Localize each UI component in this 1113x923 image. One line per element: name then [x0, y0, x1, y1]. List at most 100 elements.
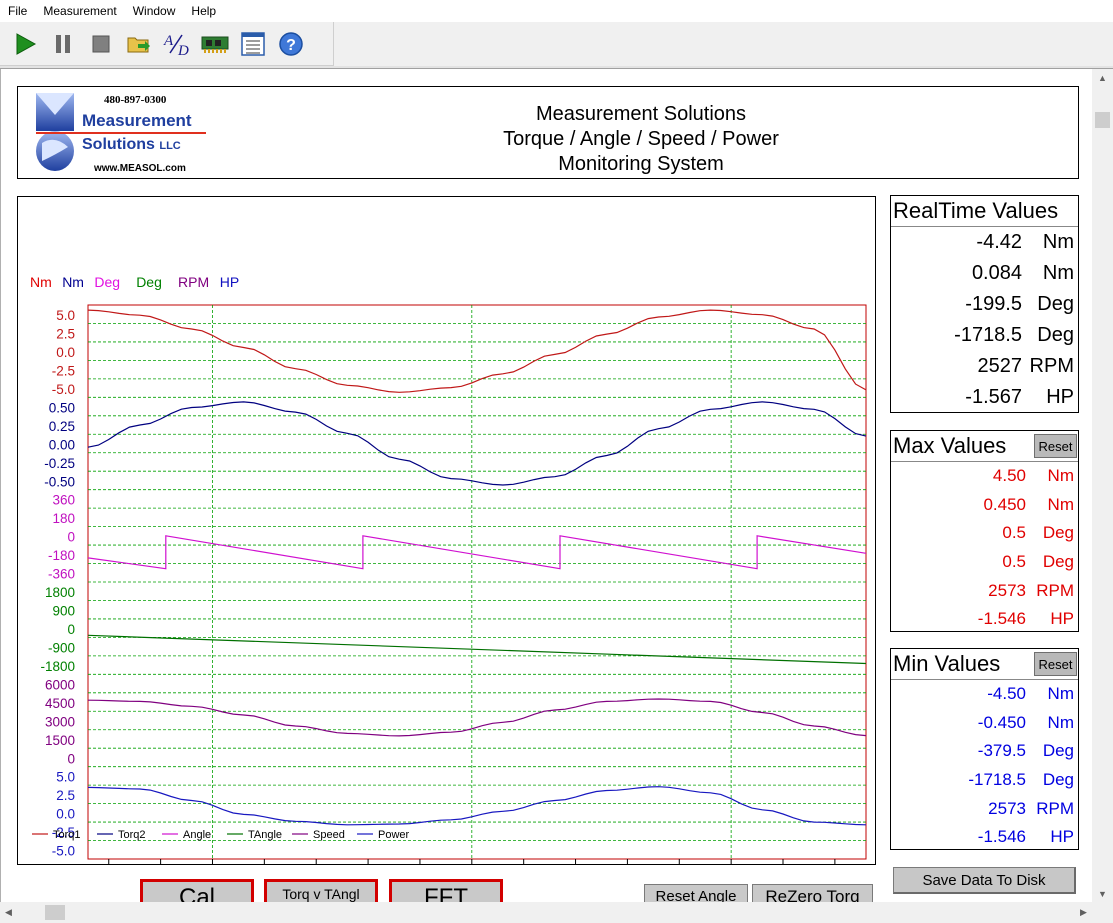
title-line-1: Measurement Solutions	[535, 103, 747, 125]
realtime-row: 0.084 Nm	[891, 258, 1078, 289]
max-unit: Deg	[1042, 552, 1074, 572]
menu-window[interactable]: Window	[132, 4, 176, 18]
max-value: 2573	[988, 580, 1026, 600]
rezero-torq-button[interactable]: ReZero Torq	[752, 884, 873, 902]
phone-number: 480-897-0300	[104, 94, 167, 106]
y-tick-label: -5.0	[52, 844, 75, 859]
max-values-header: Max Values Reset	[891, 431, 1078, 462]
y-tick-label: 6000	[45, 677, 75, 692]
min-row: -0.450 Nm	[891, 709, 1078, 738]
ad-label-d: D	[177, 43, 189, 57]
max-reset-button[interactable]: Reset	[1034, 434, 1077, 458]
y-tick-label: 360	[52, 493, 75, 508]
min-value: -379.5	[977, 741, 1026, 761]
y-tick-label: -180	[48, 548, 75, 563]
play-icon[interactable]	[8, 27, 42, 61]
min-unit: RPM	[1036, 798, 1074, 818]
main-panel: 480-897-0300 Measurement Solutions LLC w…	[0, 69, 1092, 902]
series-legend-label: Angle	[183, 829, 211, 841]
max-value: 0.450	[983, 494, 1026, 514]
realtime-row: -199.5 Deg	[891, 289, 1078, 320]
y-tick-label: 0	[67, 751, 75, 766]
cal-button[interactable]: Cal	[140, 879, 254, 902]
max-row: 0.450 Nm	[891, 491, 1078, 520]
company-name-line1: Measurement	[82, 111, 192, 130]
y-tick-label: -2.5	[52, 825, 75, 840]
reset-angle-button[interactable]: Reset Angle	[644, 884, 748, 902]
scrollbar-corner	[1092, 902, 1113, 923]
horizontal-scroll-thumb[interactable]	[45, 905, 65, 920]
min-reset-button[interactable]: Reset	[1034, 652, 1077, 676]
realtime-unit: Deg	[1037, 324, 1074, 346]
menu-help[interactable]: Help	[191, 4, 217, 18]
y-tick-label: 1500	[45, 733, 75, 748]
min-row: -1718.5 Deg	[891, 766, 1078, 795]
max-unit: Nm	[1047, 466, 1074, 486]
scroll-left-icon[interactable]: ◀	[5, 907, 12, 917]
list-view-icon[interactable]	[236, 27, 270, 61]
series-line-angle	[87, 535, 867, 570]
scroll-down-icon[interactable]: ▼	[1098, 888, 1107, 899]
horizontal-scrollbar[interactable]: ◀ ▶	[0, 902, 1092, 923]
min-row: -379.5 Deg	[891, 737, 1078, 766]
plot-area	[87, 304, 867, 860]
min-row: 2573 RPM	[891, 794, 1078, 823]
max-value: -1.546	[977, 609, 1026, 629]
menu-bar: File Measurement Window Help	[0, 0, 1113, 22]
realtime-value: -199.5	[965, 293, 1022, 315]
max-value: 0.5	[1002, 552, 1026, 572]
y-tick-label: 0.50	[49, 400, 75, 415]
y-tick-label: 0.00	[49, 437, 75, 452]
min-unit: HP	[1050, 827, 1074, 847]
realtime-value: -4.42	[976, 231, 1022, 253]
max-value: 0.5	[1002, 523, 1026, 543]
help-icon[interactable]: ?	[274, 27, 308, 61]
scroll-up-icon[interactable]: ▲	[1098, 72, 1107, 83]
save-data-button[interactable]: Save Data To Disk	[893, 867, 1076, 894]
y-tick-label: 2.5	[56, 327, 75, 342]
realtime-value: -1.567	[965, 386, 1022, 408]
ad-converter-icon[interactable]: A D	[160, 27, 194, 61]
min-value: -4.50	[987, 684, 1026, 704]
y-tick-label: -900	[48, 641, 75, 656]
help-glyph: ?	[286, 37, 296, 54]
min-values-header: Min Values Reset	[891, 649, 1078, 680]
series-legend-label: Torq1	[53, 829, 81, 841]
min-value: 2573	[988, 798, 1026, 818]
y-tick-label: 2.5	[56, 788, 75, 803]
open-folder-icon[interactable]	[122, 27, 156, 61]
realtime-unit: Deg	[1037, 293, 1074, 315]
realtime-values-label: RealTime Values	[893, 198, 1059, 223]
units-legend-item: HP	[220, 274, 239, 290]
y-tick-label: -0.25	[44, 456, 75, 471]
vertical-scroll-thumb[interactable]	[1095, 112, 1110, 128]
realtime-value: -1718.5	[954, 324, 1022, 346]
realtime-values-box: RealTime Values -4.42 Nm 0.084 Nm -199.5 Deg -…	[890, 195, 1079, 413]
daq-card-icon[interactable]	[198, 27, 232, 61]
torq-v-tangl-button[interactable]: Torq v TAngl	[264, 879, 378, 902]
series-legend-label: Torq2	[118, 829, 146, 841]
realtime-values-title: RealTime Values	[891, 196, 1078, 227]
fft-button[interactable]: FFT	[389, 879, 503, 902]
menu-file[interactable]: File	[8, 4, 28, 18]
y-tick-label: -360	[48, 567, 75, 582]
logo-divider	[36, 132, 206, 134]
vertical-scrollbar[interactable]: ▲ ▼	[1092, 69, 1113, 902]
series-line-power	[87, 786, 867, 826]
ad-label-a: A	[163, 33, 174, 49]
y-tick-label: 5.0	[56, 770, 75, 785]
stop-icon[interactable]	[84, 27, 118, 61]
scroll-right-icon[interactable]: ▶	[1080, 907, 1087, 917]
y-tick-label: -0.50	[44, 474, 75, 489]
min-row: -1.546 HP	[891, 823, 1078, 852]
realtime-unit: Nm	[1042, 262, 1074, 284]
company-url: www.MEASOL.com	[94, 163, 186, 174]
y-tick-label: 0.25	[49, 419, 75, 434]
pause-icon[interactable]	[46, 27, 80, 61]
series-legend-label: Power	[378, 829, 410, 841]
menu-measurement[interactable]: Measurement	[43, 4, 117, 18]
realtime-unit: Nm	[1042, 231, 1074, 253]
y-tick-label: 0.0	[56, 345, 75, 360]
y-tick-label: -5.0	[52, 382, 75, 397]
strip-chart: 51015s5.02.50.0-2.5-5.00.500.250.00-0.25…	[17, 196, 876, 865]
